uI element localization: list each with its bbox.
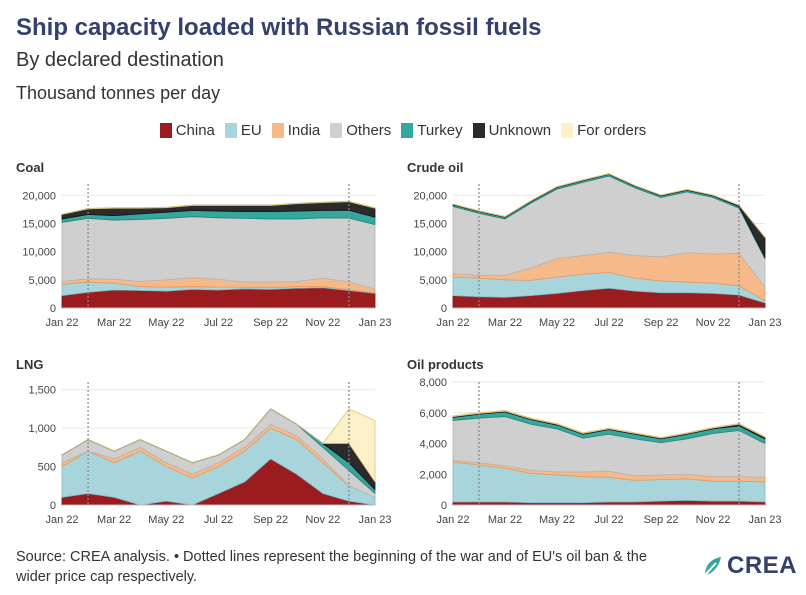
y-tick-label: 10,000 [22,247,56,259]
x-tick-label: Mar 22 [488,317,522,329]
x-tick-label: Sep 22 [644,514,679,526]
x-tick-label: Nov 22 [305,317,340,329]
legend-label: Unknown [488,122,552,139]
legend-swatch [401,123,414,138]
panel-title: Oil products [407,357,484,372]
chart-panel-lng: LNG 0 500 1,000 1,500 Jan 22 Mar 22 May 22 Jul 2… [16,357,392,526]
x-tick-label: Jan 22 [436,317,469,329]
legend-label: China [175,122,215,139]
legend-item-others[interactable]: Others [330,122,391,139]
y-tick-label: 0 [441,303,447,315]
x-tick-label: Jan 23 [358,514,391,526]
legend-item-unknown[interactable]: Unknown [472,122,552,139]
y-tick-label: 10,000 [413,247,447,259]
x-tick-label: Mar 22 [488,514,522,526]
area-series-for-orders [452,173,766,238]
legend-item-india[interactable]: India [271,122,321,139]
legend-swatch [271,123,284,138]
x-tick-label: Nov 22 [305,514,340,526]
y-tick-label: 20,000 [22,190,56,202]
legend-item-eu[interactable]: EU [224,122,262,139]
legend: China EU India Others Turkey Unknown For… [0,122,806,139]
y-tick-label: 8,000 [419,377,447,389]
legend-label: For orders [577,122,647,139]
legend-swatch [472,123,485,138]
page-title: Ship capacity loaded with Russian fossil… [16,14,542,41]
y-tick-label: 6,000 [419,408,447,420]
source-note: Source: CREA analysis. • Dotted lines re… [16,549,647,585]
x-tick-label: Sep 22 [253,317,288,329]
panel-title: Coal [16,160,44,175]
chart-panel-oil-products: Oil products 0 2,000 4,000 6,000 8,000 Jan 22 M… [407,357,782,526]
crea-leaf-icon [704,557,721,576]
y-tick-label: 1,500 [28,385,56,397]
x-tick-label: Nov 22 [696,317,731,329]
crea-logo-text: CREA [727,552,798,579]
crea-logo: CREA [704,552,797,580]
y-tick-label: 0 [50,500,56,512]
x-tick-label: Jul 22 [204,514,233,526]
area-series-others [61,216,376,290]
y-tick-label: 15,000 [413,218,447,230]
legend-label: India [287,122,321,139]
legend-item-turkey[interactable]: Turkey [401,122,463,139]
legend-label: EU [240,122,262,139]
legend-swatch [159,123,172,138]
x-tick-label: Jan 23 [748,317,781,329]
x-tick-label: May 22 [148,514,184,526]
area-series-for-orders [61,408,376,483]
area-series-for-orders [61,200,376,215]
unit-label: Thousand tonnes per day [16,83,221,103]
y-tick-label: 2,000 [419,469,447,481]
x-tick-label: Sep 22 [644,317,679,329]
x-tick-label: May 22 [539,317,575,329]
legend-item-china[interactable]: China [159,122,215,139]
x-tick-label: Jul 22 [204,317,233,329]
y-tick-label: 4,000 [419,439,447,451]
x-tick-label: Jan 22 [45,514,78,526]
chart-panel-coal: Coal 0 5,000 10,000 15,000 20,000 Jan 22 Mar 22… [16,160,392,329]
y-tick-label: 20,000 [413,190,447,202]
page-subtitle: By declared destination [16,49,224,71]
x-tick-label: May 22 [539,514,575,526]
chart-panel-crude-oil: Crude oil 0 5,000 10,000 15,000 20,000 Jan 22 M… [407,160,782,329]
panel-title: Crude oil [407,160,463,175]
x-tick-label: May 22 [148,317,184,329]
y-tick-label: 0 [50,303,56,315]
x-tick-label: Jan 22 [45,317,78,329]
panel-title: LNG [16,357,43,372]
x-tick-label: Sep 22 [253,514,288,526]
y-tick-label: 15,000 [22,218,56,230]
y-tick-label: 5,000 [28,275,56,287]
area-series-for-orders [452,410,766,439]
y-tick-label: 1,000 [28,423,56,435]
x-tick-label: Jan 22 [436,514,469,526]
legend-label: Turkey [417,122,463,139]
legend-swatch [330,123,343,138]
x-tick-label: Jan 23 [358,317,391,329]
x-tick-label: Jan 23 [748,514,781,526]
legend-swatch [224,123,237,138]
legend-item-for-orders[interactable]: For orders [561,122,646,139]
y-tick-label: 500 [38,462,56,474]
x-tick-label: Jul 22 [594,514,623,526]
legend-label: Others [346,122,392,139]
x-tick-label: Mar 22 [97,317,131,329]
x-tick-label: Jul 22 [594,317,623,329]
x-tick-label: Nov 22 [696,514,731,526]
legend-swatch [561,123,574,138]
y-tick-label: 0 [441,500,447,512]
y-tick-label: 5,000 [419,275,447,287]
x-tick-label: Mar 22 [97,514,131,526]
